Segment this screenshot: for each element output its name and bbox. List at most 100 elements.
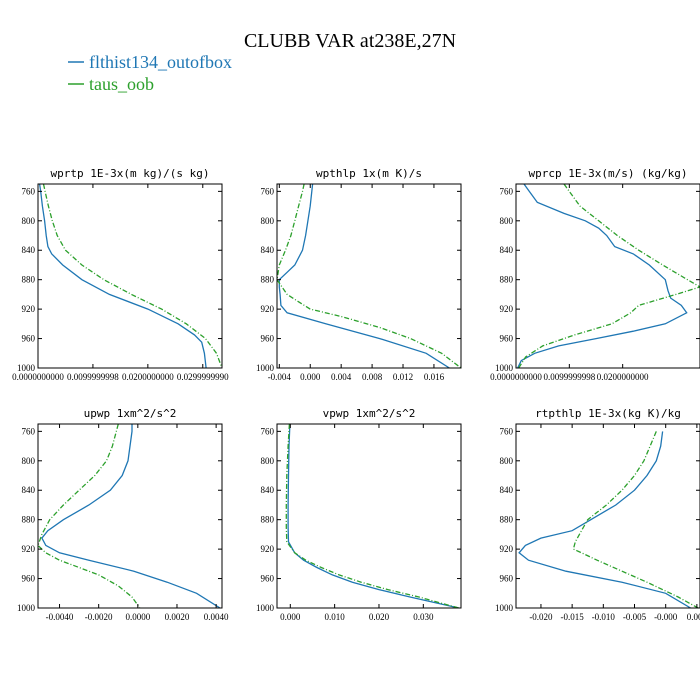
x-tick-label: 0.012 [393, 372, 413, 382]
x-tick-label: -0.000 [654, 612, 678, 622]
y-tick-label: 920 [22, 304, 36, 314]
y-tick-label: 920 [22, 544, 36, 554]
panel-title: upwp 1xm^2/s^2 [84, 407, 177, 420]
series-line-1 [41, 424, 221, 608]
y-tick-label: 760 [261, 186, 275, 196]
y-tick-label: 840 [22, 245, 36, 255]
y-tick-label: 880 [500, 515, 514, 525]
plot-frame [37, 183, 223, 369]
y-tick-label: 960 [500, 574, 514, 584]
y-tick-label: 800 [500, 216, 514, 226]
series-line-1 [517, 184, 688, 368]
y-tick-label: 880 [261, 515, 275, 525]
plot-frame [515, 423, 700, 609]
x-tick-label: 0.020 [369, 612, 390, 622]
y-tick-label: 760 [500, 426, 514, 436]
plot-frame [276, 423, 462, 609]
plot-frame [515, 183, 700, 369]
panel-3: wprcp 1E-3x(m/s) (kg/kg) 760 800 840 880 920 9… [490, 167, 700, 382]
legend-label-series-2: taus_oob [89, 74, 154, 94]
panel-title: wprcp 1E-3x(m/s) (kg/kg) [529, 167, 688, 180]
series-line-2 [572, 431, 699, 608]
x-tick-label: -0.0040 [46, 612, 74, 622]
panel-title: wprtp 1E-3x(m kg)/(s kg) [51, 167, 210, 180]
y-tick-label: 1000 [495, 603, 514, 613]
x-tick-label: 0.0000000000 [490, 372, 542, 382]
y-tick-label: 840 [261, 485, 275, 495]
panel-title: vpwp 1xm^2/s^2 [323, 407, 416, 420]
x-tick-label: 0.0000 [125, 612, 150, 622]
panel-title: wpthlp 1x(m K)/s [316, 167, 422, 180]
y-tick-label: 760 [22, 426, 36, 436]
x-tick-label: 0.008 [362, 372, 383, 382]
y-tick-label: 840 [22, 485, 36, 495]
x-tick-label: 0.0000000000 [12, 372, 64, 382]
y-tick-label: 1000 [495, 363, 514, 373]
y-tick-label: 760 [261, 426, 275, 436]
x-tick-label: 0.005 [687, 612, 700, 622]
y-tick-label: 920 [500, 304, 514, 314]
y-tick-label: 1000 [17, 363, 36, 373]
y-tick-label: 840 [261, 245, 275, 255]
x-tick-label: -0.015 [561, 612, 585, 622]
y-tick-label: 880 [261, 275, 275, 285]
y-tick-label: 800 [22, 456, 36, 466]
y-tick-label: 760 [22, 186, 36, 196]
figure-title: CLUBB VAR at238E,27N [244, 30, 456, 52]
x-tick-label: 0.000 [300, 372, 321, 382]
series-line-2 [42, 184, 222, 368]
x-tick-label: 0.0099999998 [543, 372, 595, 382]
y-tick-label: 800 [261, 456, 275, 466]
y-tick-label: 920 [500, 544, 514, 554]
series-line-1 [287, 424, 459, 608]
y-tick-label: 880 [22, 515, 36, 525]
x-tick-label: -0.020 [529, 612, 553, 622]
y-tick-label: 800 [261, 216, 275, 226]
y-tick-label: 960 [500, 334, 514, 344]
y-tick-label: 760 [500, 186, 514, 196]
plot-frame [276, 183, 462, 369]
series-line-2 [277, 184, 461, 368]
x-tick-label: 0.004 [331, 372, 352, 382]
x-tick-label: 0.0020 [165, 612, 190, 622]
y-tick-label: 920 [261, 304, 275, 314]
series-line-1 [518, 431, 691, 608]
x-tick-label: 0.0299999990 [177, 372, 229, 382]
x-tick-label: 0.0200000000 [122, 372, 174, 382]
series-line-1 [38, 184, 207, 368]
y-tick-label: 960 [22, 574, 36, 584]
x-tick-label: -0.010 [592, 612, 616, 622]
plot-frame [37, 423, 223, 609]
series-line-2 [38, 424, 141, 608]
y-tick-label: 960 [261, 334, 275, 344]
y-tick-label: 1000 [17, 603, 36, 613]
y-tick-label: 1000 [256, 603, 275, 613]
y-tick-label: 920 [261, 544, 275, 554]
series-line-2 [518, 184, 700, 368]
y-tick-label: 840 [500, 245, 514, 255]
y-tick-label: 880 [500, 275, 514, 285]
x-tick-label: -0.0020 [85, 612, 113, 622]
x-tick-label: -0.005 [623, 612, 647, 622]
x-tick-label: 0.000 [280, 612, 301, 622]
legend: flthist134_outofbox taus_oob [68, 52, 232, 94]
y-tick-label: 960 [22, 334, 36, 344]
series-line-2 [285, 424, 459, 608]
y-tick-label: 880 [22, 275, 36, 285]
x-tick-label: -0.004 [268, 372, 292, 382]
panel-5: vpwp 1xm^2/s^2 760 800 840 880 920 960 1000 0.00… [256, 407, 462, 622]
x-tick-label: 0.0040 [204, 612, 229, 622]
y-tick-label: 960 [261, 574, 275, 584]
legend-label-series-1: flthist134_outofbox [89, 52, 232, 72]
panel-2: wpthlp 1x(m K)/s 760 800 840 880 920 960 1000-0… [256, 167, 462, 382]
y-tick-label: 1000 [256, 363, 275, 373]
panel-1: wprtp 1E-3x(m kg)/(s kg) 760 800 840 880 920 9… [12, 167, 229, 382]
x-tick-label: 0.030 [413, 612, 434, 622]
y-tick-label: 840 [500, 485, 514, 495]
panel-4: upwp 1xm^2/s^2 760 800 840 880 920 960 1000 -0.0… [17, 407, 229, 622]
panel-title: rtpthlp 1E-3x(kg K)/kg [535, 407, 681, 420]
x-tick-label: 0.0200000000 [597, 372, 649, 382]
panel-6: rtpthlp 1E-3x(kg K)/kg 760 800 840 880 920 960… [495, 407, 700, 622]
series-line-1 [278, 184, 450, 368]
